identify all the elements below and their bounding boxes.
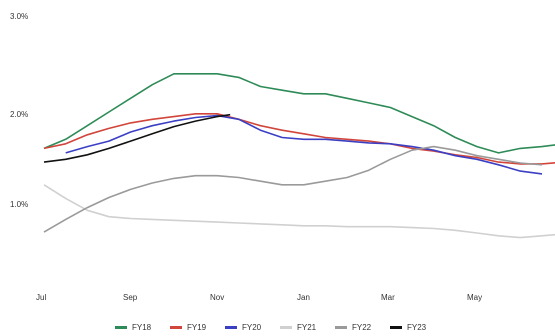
legend-label-fy22: FY22 [352,323,372,332]
x-tick-label: Jul [36,293,46,302]
y-tick-label: 1.0% [10,200,28,209]
y-tick-label: 3.0% [10,12,28,21]
x-tick-label: Sep [123,293,138,302]
x-tick-label: Jan [297,293,310,302]
series-line-fy19 [43,113,555,165]
legend: FY18 FY19 FY20 FY21 FY22 FY23 [115,323,427,332]
series-line-fy23 [43,113,231,163]
legend-label-fy23: FY23 [407,323,427,332]
legend-label-fy20: FY20 [242,323,262,332]
series-line-fy20 [65,114,543,175]
series-line-fy21 [43,184,555,239]
legend-label-fy21: FY21 [297,323,317,332]
y-tick-label: 2.0% [10,110,28,119]
legend-swatch-fy21 [280,326,292,329]
series-line-fy22 [43,145,543,233]
legend-label-fy19: FY19 [187,323,207,332]
x-tick-label: May [467,293,482,302]
legend-swatch-fy19 [170,326,182,329]
y-axis-ticks: 3.0% 2.0% 1.0% [10,12,28,209]
legend-swatch-fy20 [225,326,237,329]
series-line-fy18 [43,73,555,154]
legend-label-fy18: FY18 [132,323,152,332]
legend-swatch-fy22 [335,326,347,329]
legend-swatch-fy23 [390,326,402,329]
x-tick-label: Nov [210,293,224,302]
x-tick-label: Mar [381,293,395,302]
legend-swatch-fy18 [115,326,127,329]
series-lines [43,73,555,239]
x-axis-ticks: Jul Sep Nov Jan Mar May [36,293,482,302]
